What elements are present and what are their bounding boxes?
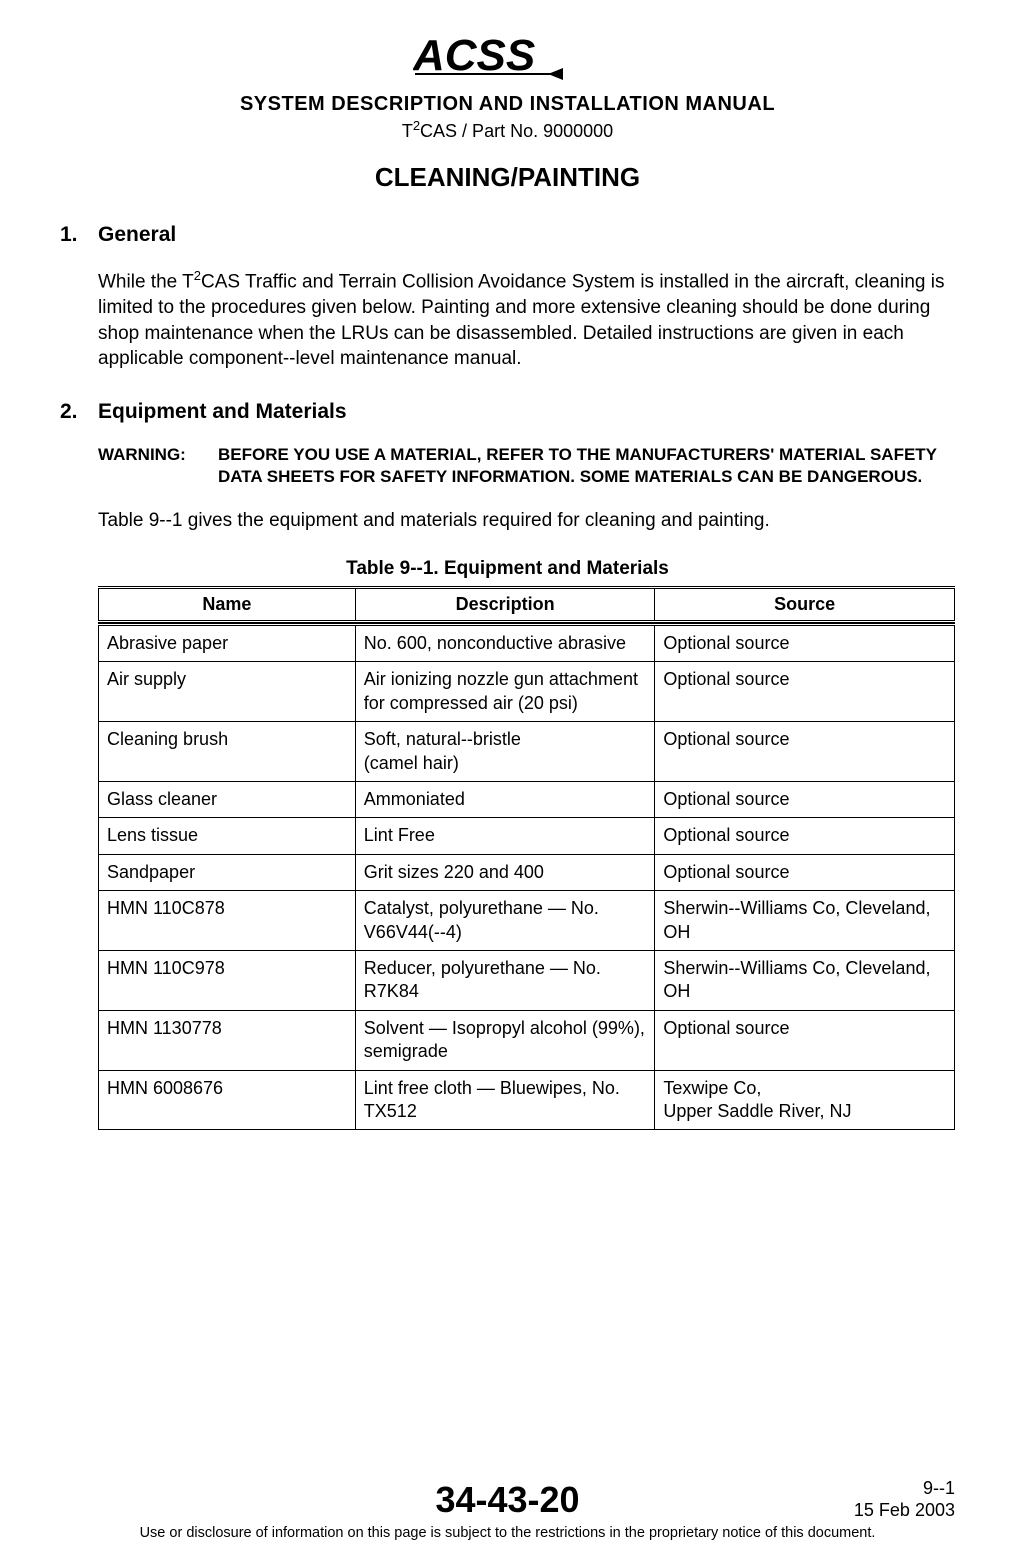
table-row: HMN 6008676Lint free cloth — Bluewipes, … xyxy=(99,1070,955,1130)
table-row: Abrasive paperNo. 600, nonconductive abr… xyxy=(99,625,955,662)
table-row: Cleaning brushSoft, natural--bristle (ca… xyxy=(99,722,955,782)
equipment-table: Name Description Source Abrasive paperNo… xyxy=(98,586,955,1130)
page-title: CLEANING/PAINTING xyxy=(60,162,955,193)
table-cell: Optional source xyxy=(655,662,955,722)
table-cell: Lint free cloth — Bluewipes, No. TX512 xyxy=(355,1070,655,1130)
svg-text:ACSS: ACSS xyxy=(413,31,535,80)
logo-svg: ACSS xyxy=(413,30,603,80)
table-cell: Optional source xyxy=(655,625,955,662)
section-general: 1. General While the T2CAS Traffic and T… xyxy=(60,223,955,372)
table-cell: Optional source xyxy=(655,818,955,854)
table-cell: Lens tissue xyxy=(99,818,356,854)
footer-date: 15 Feb 2003 xyxy=(854,1500,955,1521)
part-suffix: CAS / Part No. 9000000 xyxy=(420,121,613,141)
footer-main: 34-43-20 9--1 15 Feb 2003 xyxy=(60,1471,955,1521)
doc-number: 34-43-20 xyxy=(435,1479,579,1521)
manual-title: SYSTEM DESCRIPTION AND INSTALLATION MANU… xyxy=(60,93,955,116)
section-2-num: 2. xyxy=(60,400,98,424)
section-equipment: 2. Equipment and Materials WARNING: BEFO… xyxy=(60,400,955,1130)
body-post: CAS Traffic and Terrain Collision Avoida… xyxy=(98,271,944,369)
table-cell: Sherwin--Williams Co, Cleveland, OH xyxy=(655,950,955,1010)
section-2-heading: 2. Equipment and Materials xyxy=(60,400,955,424)
table-cell: Ammoniated xyxy=(355,782,655,818)
section-2-title: Equipment and Materials xyxy=(98,400,347,424)
table-cell: Abrasive paper xyxy=(99,625,356,662)
table-row: Air supplyAir ionizing nozzle gun attach… xyxy=(99,662,955,722)
table-cell: HMN 110C878 xyxy=(99,891,356,951)
table-cell: HMN 6008676 xyxy=(99,1070,356,1130)
table-cell: Optional source xyxy=(655,1010,955,1070)
disclaimer: Use or disclosure of information on this… xyxy=(60,1525,955,1541)
table-row: HMN 1130778Solvent — Isopropyl alcohol (… xyxy=(99,1010,955,1070)
table-cell: Air supply xyxy=(99,662,356,722)
table-cell: Sherwin--Williams Co, Cleveland, OH xyxy=(655,891,955,951)
table-cell: Grit sizes 220 and 400 xyxy=(355,854,655,890)
table-row: SandpaperGrit sizes 220 and 400Optional … xyxy=(99,854,955,890)
table-cell: Air ionizing nozzle gun attachment for c… xyxy=(355,662,655,722)
table-row: HMN 110C978Reducer, polyurethane — No. R… xyxy=(99,950,955,1010)
table-cell: HMN 110C978 xyxy=(99,950,356,1010)
table-cell: Optional source xyxy=(655,722,955,782)
section-1-heading: 1. General xyxy=(60,223,955,247)
part-prefix: T xyxy=(402,121,413,141)
table-cell: No. 600, nonconductive abrasive xyxy=(355,625,655,662)
table-cell: Glass cleaner xyxy=(99,782,356,818)
document-header: ACSS SYSTEM DESCRIPTION AND INSTALLATION… xyxy=(60,30,955,142)
col-source: Source xyxy=(655,588,955,622)
part-super: 2 xyxy=(413,118,420,133)
table-cell: Texwipe Co, Upper Saddle River, NJ xyxy=(655,1070,955,1130)
body-super: 2 xyxy=(194,268,201,283)
table-cell: Soft, natural--bristle (camel hair) xyxy=(355,722,655,782)
table-cell: Lint Free xyxy=(355,818,655,854)
table-cell: Catalyst, polyurethane — No. V66V44(--4) xyxy=(355,891,655,951)
table-cell: Cleaning brush xyxy=(99,722,356,782)
table-cell: HMN 1130778 xyxy=(99,1010,356,1070)
page-number: 9--1 xyxy=(923,1478,955,1499)
body-pre: While the T xyxy=(98,271,194,292)
table-caption: Table 9--1. Equipment and Materials xyxy=(60,558,955,580)
table-cell: Sandpaper xyxy=(99,854,356,890)
section-1-title: General xyxy=(98,223,176,247)
section-1-body: While the T2CAS Traffic and Terrain Coll… xyxy=(98,267,955,372)
warning-text: BEFORE YOU USE A MATERIAL, REFER TO THE … xyxy=(218,444,955,488)
table-cell: Optional source xyxy=(655,854,955,890)
table-header-row: Name Description Source xyxy=(99,588,955,622)
table-body: Abrasive paperNo. 600, nonconductive abr… xyxy=(99,625,955,1130)
table-cell: Solvent — Isopropyl alcohol (99%), semig… xyxy=(355,1010,655,1070)
acss-logo: ACSS xyxy=(60,30,955,85)
page-footer: 34-43-20 9--1 15 Feb 2003 Use or disclos… xyxy=(60,1471,955,1541)
table-cell: Reducer, polyurethane — No. R7K84 xyxy=(355,950,655,1010)
table-intro: Table 9--1 gives the equipment and mater… xyxy=(98,510,955,532)
table-row: Lens tissueLint FreeOptional source xyxy=(99,818,955,854)
warning-block: WARNING: BEFORE YOU USE A MATERIAL, REFE… xyxy=(98,444,955,488)
col-description: Description xyxy=(355,588,655,622)
warning-label: WARNING: xyxy=(98,444,218,488)
col-name: Name xyxy=(99,588,356,622)
section-1-num: 1. xyxy=(60,223,98,247)
table-cell: Optional source xyxy=(655,782,955,818)
table-row: Glass cleanerAmmoniatedOptional source xyxy=(99,782,955,818)
part-number: T2CAS / Part No. 9000000 xyxy=(60,118,955,142)
table-row: HMN 110C878Catalyst, polyurethane — No. … xyxy=(99,891,955,951)
